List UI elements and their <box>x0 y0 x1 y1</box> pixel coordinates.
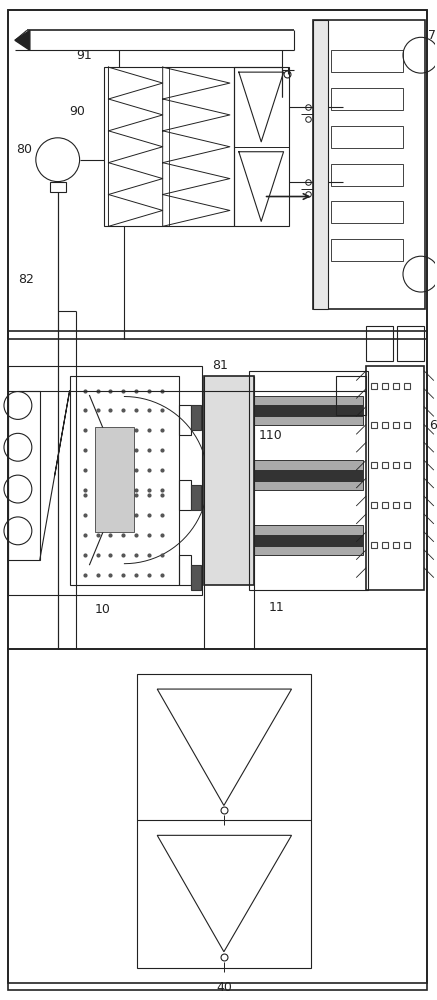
Text: 7: 7 <box>428 29 436 42</box>
Bar <box>331 239 403 261</box>
Polygon shape <box>157 689 291 805</box>
Bar <box>8 366 202 595</box>
Text: 91: 91 <box>76 49 92 62</box>
Bar <box>179 405 191 435</box>
Bar <box>331 88 403 110</box>
Bar <box>204 376 254 585</box>
Text: 10: 10 <box>94 603 111 616</box>
Bar <box>8 331 427 649</box>
Text: 82: 82 <box>18 273 34 286</box>
Bar <box>191 565 201 590</box>
Bar <box>254 525 363 555</box>
Bar <box>254 460 363 490</box>
Bar <box>331 126 403 148</box>
Bar <box>254 535 363 547</box>
Bar <box>313 20 328 309</box>
Bar <box>94 427 134 532</box>
Bar <box>8 391 40 560</box>
Text: 40: 40 <box>216 981 232 994</box>
Bar <box>366 326 393 361</box>
Bar <box>234 67 288 226</box>
Bar <box>8 10 427 339</box>
Bar <box>313 20 425 309</box>
Polygon shape <box>15 30 30 50</box>
Text: 110: 110 <box>259 429 282 442</box>
Text: 6: 6 <box>429 419 437 432</box>
Bar <box>179 555 191 585</box>
Polygon shape <box>157 835 291 952</box>
Text: 81: 81 <box>212 359 228 372</box>
Bar <box>179 480 191 510</box>
Bar <box>331 50 403 72</box>
Bar <box>336 376 366 415</box>
Bar <box>366 366 424 590</box>
Bar <box>249 371 368 590</box>
Bar <box>397 326 424 361</box>
Bar <box>254 470 363 482</box>
Bar <box>191 405 201 430</box>
Bar <box>331 164 403 186</box>
Bar <box>254 405 363 417</box>
Bar <box>104 67 234 226</box>
Text: 11: 11 <box>269 601 284 614</box>
Bar <box>254 396 363 425</box>
Bar <box>137 674 312 968</box>
Bar <box>331 201 403 223</box>
Bar <box>50 182 66 192</box>
Bar <box>69 376 179 585</box>
Bar <box>191 485 201 510</box>
Bar <box>8 649 427 983</box>
Text: 80: 80 <box>16 143 32 156</box>
Text: 90: 90 <box>69 105 86 118</box>
